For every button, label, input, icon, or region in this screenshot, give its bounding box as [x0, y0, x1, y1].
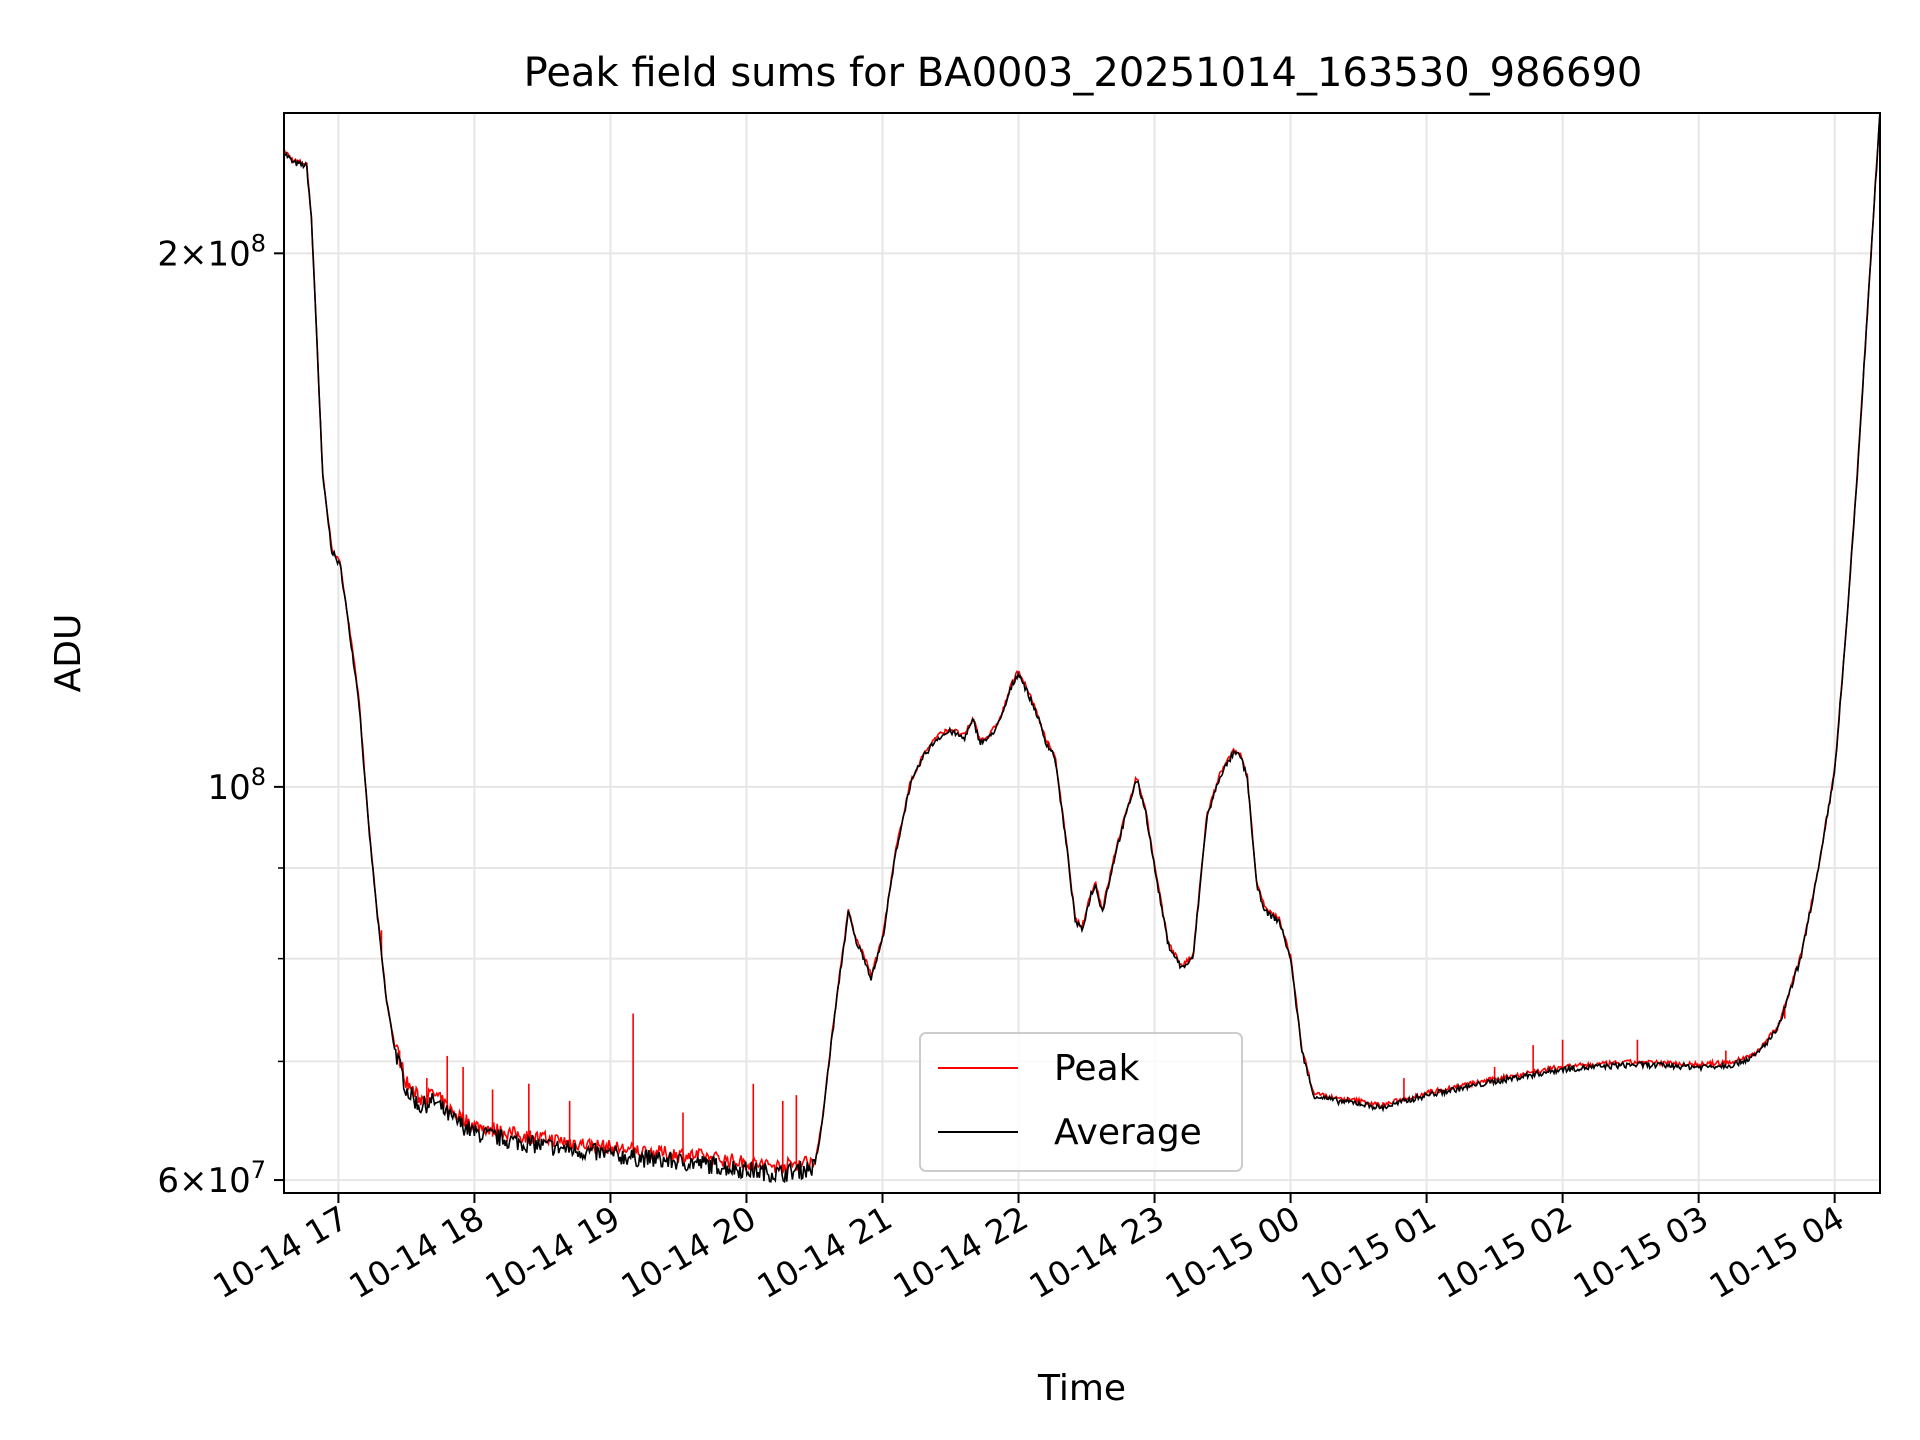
legend-label-average: Average: [1054, 1112, 1202, 1153]
plot-area: [284, 113, 1880, 1184]
peak-series-line: [284, 113, 1880, 1175]
legend-label-peak: Peak: [1054, 1048, 1140, 1089]
chart-title: Peak field sums for BA0003_20251014_1635…: [524, 50, 1643, 96]
x-axis-label: Time: [1037, 1368, 1126, 1409]
axes-frame: [283, 112, 1881, 1194]
x-tick-label: 10-14 21: [751, 1198, 899, 1306]
y-tick-label: 6×107: [157, 1156, 266, 1201]
x-tick-label: 10-15 03: [1567, 1198, 1715, 1306]
x-tick-label: 10-15 02: [1431, 1198, 1579, 1306]
x-tick-label: 10-14 17: [206, 1198, 354, 1306]
grid-lines: [284, 113, 1880, 1193]
x-tick-label: 10-15 04: [1703, 1198, 1851, 1306]
y-axis: 6×107 108 2×108: [157, 229, 284, 1201]
x-tick-label: 10-14 22: [887, 1198, 1035, 1306]
x-tick-label: 10-15 01: [1295, 1198, 1443, 1306]
x-tick-label: 10-15 00: [1159, 1198, 1307, 1306]
y-tick-label: 108: [207, 763, 266, 808]
x-tick-label: 10-14 19: [478, 1198, 626, 1306]
x-tick-label: 10-14 23: [1023, 1198, 1171, 1306]
average-series-line: [284, 113, 1880, 1184]
legend: Peak Average: [919, 1032, 1243, 1172]
y-axis-label: ADU: [48, 614, 89, 693]
x-tick-label: 10-14 20: [614, 1198, 762, 1306]
x-tick-label: 10-14 18: [342, 1198, 490, 1306]
y-tick-label: 2×108: [157, 229, 266, 274]
